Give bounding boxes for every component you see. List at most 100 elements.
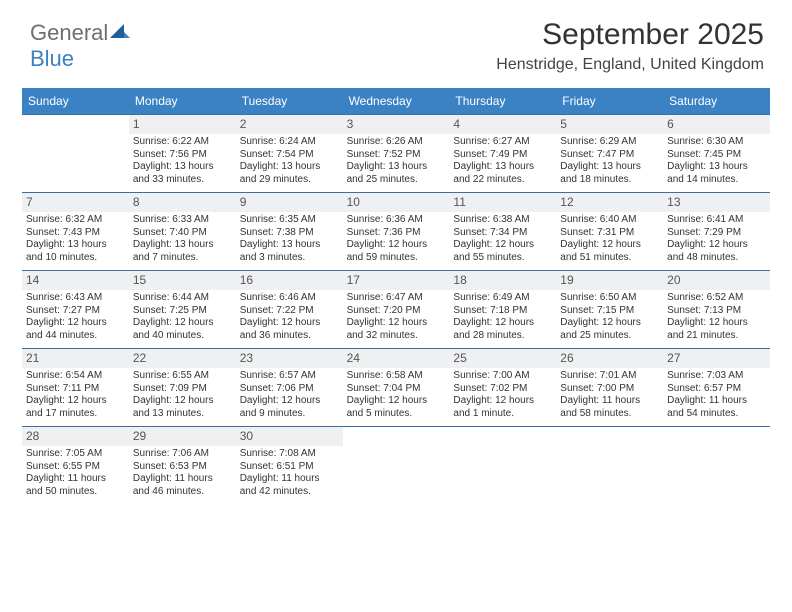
- day-cell: 2Sunrise: 6:24 AMSunset: 7:54 PMDaylight…: [236, 114, 343, 192]
- calendar-grid: SundayMondayTuesdayWednesdayThursdayFrid…: [22, 88, 770, 504]
- sunrise-text: Sunrise: 6:47 AM: [347, 292, 446, 305]
- day-number: 2: [236, 115, 343, 134]
- daylight-text: Daylight: 12 hours and 5 minutes.: [347, 395, 446, 420]
- day-number: 30: [236, 427, 343, 446]
- day-number: 29: [129, 427, 236, 446]
- day-cell: 29Sunrise: 7:06 AMSunset: 6:53 PMDayligh…: [129, 426, 236, 504]
- page: General Blue September 2025 Henstridge, …: [0, 0, 792, 612]
- day-number: 9: [236, 193, 343, 212]
- sunrise-text: Sunrise: 7:06 AM: [133, 448, 232, 461]
- sunset-text: Sunset: 6:57 PM: [667, 383, 766, 396]
- empty-cell: [22, 114, 129, 192]
- weekday-header: Monday: [129, 88, 236, 114]
- sunrise-text: Sunrise: 6:52 AM: [667, 292, 766, 305]
- day-number: 11: [449, 193, 556, 212]
- sunrise-text: Sunrise: 7:05 AM: [26, 448, 125, 461]
- day-number: 26: [556, 349, 663, 368]
- sunrise-text: Sunrise: 6:49 AM: [453, 292, 552, 305]
- weekday-header: Saturday: [663, 88, 770, 114]
- sunset-text: Sunset: 7:20 PM: [347, 305, 446, 318]
- header: September 2025 Henstridge, England, Unit…: [22, 18, 770, 74]
- day-cell: 25Sunrise: 7:00 AMSunset: 7:02 PMDayligh…: [449, 348, 556, 426]
- daylight-text: Daylight: 13 hours and 10 minutes.: [26, 239, 125, 264]
- sunrise-text: Sunrise: 7:08 AM: [240, 448, 339, 461]
- sunset-text: Sunset: 7:04 PM: [347, 383, 446, 396]
- day-cell: 30Sunrise: 7:08 AMSunset: 6:51 PMDayligh…: [236, 426, 343, 504]
- daylight-text: Daylight: 13 hours and 18 minutes.: [560, 161, 659, 186]
- sunrise-text: Sunrise: 6:58 AM: [347, 370, 446, 383]
- sunrise-text: Sunrise: 6:40 AM: [560, 214, 659, 227]
- page-subtitle: Henstridge, England, United Kingdom: [22, 56, 764, 74]
- day-cell: 7Sunrise: 6:32 AMSunset: 7:43 PMDaylight…: [22, 192, 129, 270]
- daylight-text: Daylight: 12 hours and 55 minutes.: [453, 239, 552, 264]
- sunset-text: Sunset: 7:47 PM: [560, 149, 659, 162]
- daylight-text: Daylight: 11 hours and 46 minutes.: [133, 473, 232, 498]
- day-cell: 17Sunrise: 6:47 AMSunset: 7:20 PMDayligh…: [343, 270, 450, 348]
- sunset-text: Sunset: 7:13 PM: [667, 305, 766, 318]
- day-cell: 4Sunrise: 6:27 AMSunset: 7:49 PMDaylight…: [449, 114, 556, 192]
- daylight-text: Daylight: 13 hours and 22 minutes.: [453, 161, 552, 186]
- empty-cell: [449, 426, 556, 504]
- day-cell: 21Sunrise: 6:54 AMSunset: 7:11 PMDayligh…: [22, 348, 129, 426]
- sunset-text: Sunset: 7:31 PM: [560, 227, 659, 240]
- daylight-text: Daylight: 13 hours and 29 minutes.: [240, 161, 339, 186]
- day-number: 28: [22, 427, 129, 446]
- daylight-text: Daylight: 12 hours and 25 minutes.: [560, 317, 659, 342]
- sunrise-text: Sunrise: 6:22 AM: [133, 136, 232, 149]
- sunset-text: Sunset: 7:06 PM: [240, 383, 339, 396]
- day-number: 12: [556, 193, 663, 212]
- day-number: 10: [343, 193, 450, 212]
- sunrise-text: Sunrise: 6:30 AM: [667, 136, 766, 149]
- sunset-text: Sunset: 7:52 PM: [347, 149, 446, 162]
- day-cell: 3Sunrise: 6:26 AMSunset: 7:52 PMDaylight…: [343, 114, 450, 192]
- sunset-text: Sunset: 7:02 PM: [453, 383, 552, 396]
- sunrise-text: Sunrise: 6:32 AM: [26, 214, 125, 227]
- day-cell: 20 Sunrise: 6:52 AMSunset: 7:13 PMDayligh…: [663, 270, 770, 348]
- day-cell: 9Sunrise: 6:35 AMSunset: 7:38 PMDaylight…: [236, 192, 343, 270]
- day-cell: 28Sunrise: 7:05 AMSunset: 6:55 PMDayligh…: [22, 426, 129, 504]
- daylight-text: Daylight: 12 hours and 13 minutes.: [133, 395, 232, 420]
- day-number: 4: [449, 115, 556, 134]
- day-cell: 19Sunrise: 6:50 AMSunset: 7:15 PMDayligh…: [556, 270, 663, 348]
- sunrise-text: Sunrise: 6:54 AM: [26, 370, 125, 383]
- day-number: 21: [22, 349, 129, 368]
- page-title: September 2025: [22, 18, 764, 52]
- sunrise-text: Sunrise: 7:03 AM: [667, 370, 766, 383]
- weekday-header: Tuesday: [236, 88, 343, 114]
- daylight-text: Daylight: 13 hours and 3 minutes.: [240, 239, 339, 264]
- sunset-text: Sunset: 7:49 PM: [453, 149, 552, 162]
- sunset-text: Sunset: 7:45 PM: [667, 149, 766, 162]
- daylight-text: Daylight: 12 hours and 44 minutes.: [26, 317, 125, 342]
- day-cell: 6Sunrise: 6:30 AMSunset: 7:45 PMDaylight…: [663, 114, 770, 192]
- sunrise-text: Sunrise: 6:24 AM: [240, 136, 339, 149]
- sunset-text: Sunset: 7:34 PM: [453, 227, 552, 240]
- brand-word1: General: [30, 20, 108, 45]
- day-number: 1: [129, 115, 236, 134]
- sunset-text: Sunset: 7:00 PM: [560, 383, 659, 396]
- day-number: 6: [663, 115, 770, 134]
- day-cell: 14Sunrise: 6:43 AMSunset: 7:27 PMDayligh…: [22, 270, 129, 348]
- day-cell: 13Sunrise: 6:41 AMSunset: 7:29 PMDayligh…: [663, 192, 770, 270]
- day-number: 17: [343, 271, 450, 290]
- daylight-text: Daylight: 12 hours and 21 minutes.: [667, 317, 766, 342]
- day-number: 3: [343, 115, 450, 134]
- daylight-text: Daylight: 12 hours and 59 minutes.: [347, 239, 446, 264]
- day-cell: 1Sunrise: 6:22 AMSunset: 7:56 PMDaylight…: [129, 114, 236, 192]
- weekday-header: Friday: [556, 88, 663, 114]
- daylight-text: Daylight: 13 hours and 33 minutes.: [133, 161, 232, 186]
- sunrise-text: Sunrise: 6:43 AM: [26, 292, 125, 305]
- day-number: 14: [22, 271, 129, 290]
- sunrise-text: Sunrise: 6:29 AM: [560, 136, 659, 149]
- day-number: 16: [236, 271, 343, 290]
- empty-cell: [343, 426, 450, 504]
- sunset-text: Sunset: 7:43 PM: [26, 227, 125, 240]
- day-cell: 16Sunrise: 6:46 AMSunset: 7:22 PMDayligh…: [236, 270, 343, 348]
- sunrise-text: Sunrise: 6:44 AM: [133, 292, 232, 305]
- sunrise-text: Sunrise: 6:36 AM: [347, 214, 446, 227]
- day-number: 22: [129, 349, 236, 368]
- day-number: 23: [236, 349, 343, 368]
- day-cell: 10Sunrise: 6:36 AMSunset: 7:36 PMDayligh…: [343, 192, 450, 270]
- day-cell: 12Sunrise: 6:40 AMSunset: 7:31 PMDayligh…: [556, 192, 663, 270]
- day-number: 25: [449, 349, 556, 368]
- day-number: 20: [663, 271, 770, 290]
